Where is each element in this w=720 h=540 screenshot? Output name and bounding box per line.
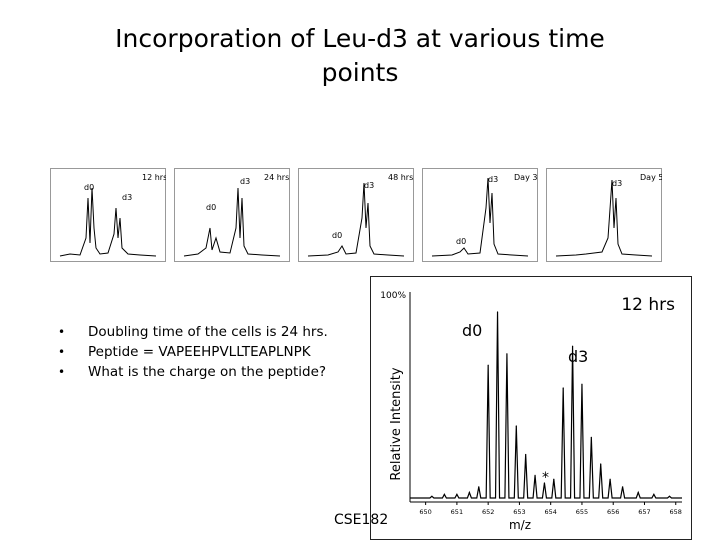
spectrum-peak-point [590,436,592,438]
thumbnail-time-label: Day 5 [640,173,662,182]
thumbnail-spectrum: 24 hrs d3 d0 [174,168,290,262]
thumbnail-peak-label: d0 [84,183,94,192]
spectrum-peak-point [621,486,624,488]
x-tick-label: 650 [419,508,431,516]
spectrum-plot: 100% Relative Intensity 12 hrs d0 d3 * m… [370,276,692,540]
bullet-list: • Doubling time of the cells is 24 hrs. •… [58,322,378,382]
x-tick-label: 655 [576,508,588,516]
thumbnail-peak-label: d0 [206,203,216,212]
spectrum-peaks [410,311,682,499]
spectrum-peak-point [478,486,480,488]
thumbnail-time-label: 48 hrs [388,173,413,182]
thumbnail-peak-label: d0 [456,237,466,246]
y-axis-label: Relative Intensity [389,367,404,480]
bullet-item: • What is the charge on the peptide? [58,362,378,382]
x-tick-label: 653 [513,508,525,516]
spectrum-peak-point [496,311,499,313]
x-tick-label: 658 [670,508,682,516]
thumbnail-peak-label: d3 [122,193,132,202]
x-tick-labels: 650 651 652 653 654 655 656 657 658 [419,502,682,516]
peak-label-d3: d3 [568,347,588,366]
bullet-text: What is the charge on the peptide? [88,364,327,380]
x-tick-label: 654 [544,508,556,516]
bullet-text: Peptide = VAPEEHPVLLTEAPLNPK [88,344,311,360]
spectrum-peak-point [487,364,489,366]
thumbnail-plot: Day 3 d3 d0 [422,168,538,262]
spectrum-peak-point [515,425,517,427]
x-tick-label: 657 [638,508,650,516]
chart-border [370,276,692,540]
x-tick-label: 651 [451,508,463,516]
thumbnail-spectrum: 48 hrs d3 d0 [298,168,414,262]
thumbnail-time-label: Day 3 [514,173,537,182]
thumbnail-peak-label: d3 [488,175,498,184]
thumbnail-peak-label: d3 [240,177,250,186]
spectrum-peak-point [543,482,546,484]
chart-title: 12 hrs [621,295,675,315]
thumbnail-plot: Day 5 d3 [546,168,662,262]
spectrum-peak-point [525,453,527,456]
peak-label-d0: d0 [462,321,482,340]
thumbnail-time-label: 24 hrs [264,173,289,182]
spectrum-peak-point [668,495,671,497]
thumbnail-peak-label: d3 [364,181,374,190]
bullet-dot: • [58,365,66,379]
spectrum-peak-point [581,383,583,385]
x-tick-label: 656 [607,508,619,516]
spectrum-peak-point [600,463,602,465]
spectrum-peak-point [637,491,639,494]
spectrum-peak-point [553,478,555,480]
thumbnail-peak-label: d0 [332,231,342,240]
thumbnail-plot: 24 hrs d3 d0 [174,168,290,262]
bullet-dot: • [58,345,66,359]
spectrum-peak-point [609,478,611,480]
spectrum-peak-point [468,491,471,494]
thumbnail-spectrum: Day 5 d3 [546,168,662,262]
spectrum-peak-point [653,493,655,495]
x-axis-label: m/z [509,518,531,532]
spectrum-peak-point [571,345,574,347]
bullet-text: Doubling time of the cells is 24 hrs. [88,324,328,340]
slide-footer: CSE182 [334,512,389,528]
x-tick-label: 652 [482,508,494,516]
spectrum-peak-point [443,493,445,495]
bullet-item: • Doubling time of the cells is 24 hrs. [58,322,378,342]
bullet-item: • Peptide = VAPEEHPVLLTEAPLNPK [58,342,378,362]
main-spectrum-chart: 100% Relative Intensity 12 hrs d0 d3 * m… [370,276,692,540]
spectrum-peak-point [431,495,433,497]
bullet-dot: • [58,325,66,339]
thumbnail-spectrum: Day 3 d3 d0 [422,168,538,262]
peak-marker-asterisk: * [542,470,549,486]
slide-title-line-1: Incorporation of Leu-d3 at various time [115,24,605,53]
slide-title-line-2: points [321,58,399,87]
spectrum-peak-point [534,474,536,476]
y-tick-top: 100% [380,291,406,301]
thumbnail-plot: 12 hrs d0 d3 [50,168,166,262]
thumbnail-spectra-strip: 12 hrs d0 d3 24 hrs d3 d0 48 hrs d3 d0 D… [50,168,690,264]
thumbnail-spectrum: 12 hrs d0 d3 [50,168,166,262]
thumbnail-time-label: 12 hrs [142,173,166,182]
spectrum-peak-point [506,353,508,355]
thumbnail-plot: 48 hrs d3 d0 [298,168,414,262]
spectrum-peak-point [456,493,458,495]
spectrum-peak-point [562,387,564,389]
slide-title: Incorporation of Leu-d3 at various time … [60,22,660,90]
thumbnail-peak-label: d3 [612,179,622,188]
